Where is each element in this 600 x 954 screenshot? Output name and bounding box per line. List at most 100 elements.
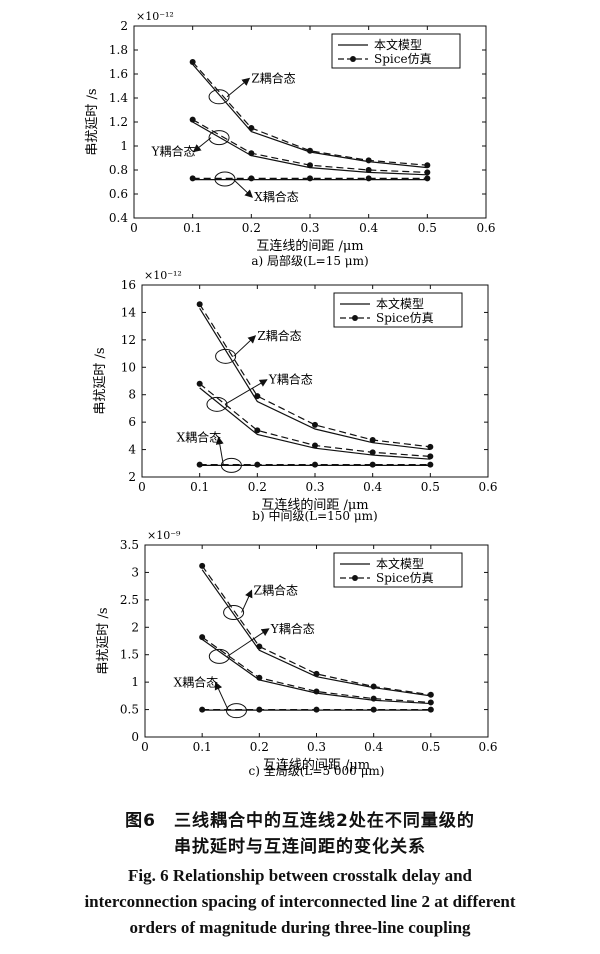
chart-3-annotation-3-label: X耦合态: [174, 675, 219, 690]
chart-2-series-1-spice-point: [196, 301, 203, 308]
chart-3-annotation-2-ellipse: [208, 648, 230, 664]
chart-1-y-tick-label: 2: [120, 19, 128, 33]
chart-1-series-3-spice-point: [365, 175, 372, 182]
chart-1-subtitle: a) 局部级(L=15 μm): [251, 253, 368, 268]
chart-1-series-2-spice-point: [424, 169, 431, 176]
chart-3-series-3-spice-point: [199, 706, 206, 713]
chart-2-annotation-3-label: X耦合态: [177, 429, 222, 444]
chart-1-annotation-2-label: Y耦合态: [151, 144, 196, 159]
chart-3-y-tick-label: 3: [131, 565, 139, 579]
chart-3-series-2-spice-point: [370, 695, 377, 702]
chart-3-y-tick-label: 0.5: [120, 703, 139, 717]
chart-1-x-tick-label: 0.5: [418, 221, 437, 235]
chart-1-annotation-3-ellipse: [214, 171, 236, 187]
chart-2-annotation-1-label: Z耦合态: [257, 328, 301, 343]
chart-2-y-tick-label: 14: [121, 305, 137, 319]
chart-2-x-tick-label: 0.2: [248, 480, 267, 494]
chart-3-series-1-spice-point: [313, 670, 320, 677]
chart-3-series-3-spice-point: [313, 706, 320, 713]
chart-3-annotation-1-arrow: [241, 589, 253, 613]
chart-1-annotation-1-ellipse: [208, 89, 230, 105]
chart-3-annotation-1-label: Z耦合态: [254, 582, 298, 597]
chart-3-x-tick-label: 0.5: [421, 740, 440, 754]
chart-1-legend-spice-label: Spice仿真: [374, 52, 432, 66]
chart-2-y-tick-label: 8: [128, 388, 136, 402]
chart-1-legend-model-label: 本文模型: [374, 37, 422, 52]
chart-1-series-2-spice-point: [307, 162, 313, 169]
chart-1-series-1-spice-point: [307, 147, 313, 154]
chart-3-legend-model-label: 本文模型: [376, 556, 424, 571]
chart-2-series-2-spice-point: [427, 453, 434, 460]
chart-3-x-tick-label: 0.4: [364, 740, 383, 754]
chart-3-series-2-spice-point: [199, 634, 206, 641]
chart-2-legend-spice-marker: [352, 315, 358, 321]
chart-3-annotation-3-arrow: [214, 681, 229, 711]
chart-1-series-3-spice-point: [248, 175, 255, 182]
chart-2-x-tick-label: 0.1: [190, 480, 209, 494]
chart-2-annotation-1-ellipse: [215, 348, 237, 364]
chart-1-series-1-spice-point: [248, 125, 255, 131]
chart-2-x-tick-label: 0.5: [421, 480, 440, 494]
chart-1-x-axis-label: 互连线的间距 /μm: [256, 238, 363, 254]
chart-3-legend-box: [333, 552, 463, 588]
chart-2-x-tick-label: 0.4: [363, 480, 382, 494]
chart-2-x-tick-label: 0.6: [478, 480, 497, 494]
chart-2-subtitle: b) 中间级(L=150 μm): [252, 508, 377, 523]
chart-3-annotation-2-label: Y耦合态: [270, 621, 315, 636]
chart-3-y-tick-label: 3.5: [120, 538, 139, 552]
chart-1-legend-box: [331, 33, 461, 69]
chart-2-x-tick-label: 0.3: [305, 480, 324, 494]
chart-2-y-tick-label: 16: [121, 278, 136, 292]
chart-3-series-3-spice-point: [256, 706, 263, 713]
chart-3-legend-spice-marker: [352, 575, 358, 581]
chart-1-y-axis-label: 串扰延时 /s: [85, 88, 100, 155]
chart-2-y-tick-label: 10: [121, 360, 136, 374]
chart-2-y-tick-label: 4: [128, 443, 136, 457]
chart-2-series-3-spice-point: [369, 461, 376, 468]
figure-charts: 0 0.1 0.2 0.3 0.4 0.5 0.6 0.4 0.6 0.8 1 1.2 1.4 1.6 1.…: [85, 10, 498, 778]
chart-2-series-1-model-line: [199, 307, 431, 451]
chart-1-series-2-spice-point: [248, 150, 255, 157]
chart-3-exponent-label: ×10⁻⁹: [147, 529, 181, 542]
chart-3-annotation-3-ellipse: [225, 703, 247, 719]
chart-2-series-3-spice-point: [312, 461, 318, 468]
chart-2-annotation-2-arrow: [224, 379, 268, 405]
chart-2-annotation-3-ellipse: [220, 457, 242, 473]
chart-3-x-axis-label: 互连线的间距 /μm: [263, 757, 370, 773]
chart-3-series-2-spice-point: [256, 674, 263, 681]
chart-3-x-tick-label: 0.3: [307, 740, 326, 754]
chart-1-y-tick-label: 1.4: [109, 91, 128, 105]
chart-3-series-1-spice-point: [199, 562, 206, 569]
chart-3-y-tick-label: 2.5: [120, 593, 139, 607]
chart-1-y-tick-label: 0.8: [109, 163, 128, 177]
chart-3-annotation-2-arrow: [227, 628, 270, 657]
caption-zh-line2: 串扰延时与互连间距的变化关系: [174, 837, 426, 857]
chart-1-y-tick-label: 1: [120, 139, 128, 153]
chart-3-legend-spice-label: Spice仿真: [376, 571, 434, 585]
chart-1-annotation-1-label: Z耦合态: [251, 70, 295, 85]
chart-2-annotation-2-ellipse: [206, 396, 228, 412]
caption-zh-line1: 图6 三线耦合中的互连线2处在不同量级的: [125, 811, 475, 831]
chart-2-series-1-spice-point: [369, 436, 376, 443]
chart-1-annotation-3-label: X耦合态: [254, 189, 299, 204]
caption-en-line3: orders of magnitude during three-line co…: [129, 918, 471, 937]
chart-2-y-tick-label: 6: [128, 415, 136, 429]
chart-3-annotation-1-ellipse: [223, 604, 245, 620]
chart-2-series-1-spice-point: [312, 421, 318, 428]
chart-2-series-3-spice-point: [427, 461, 434, 468]
chart-1-series-2-spice-point: [189, 116, 196, 123]
chart-3-y-tick-label: 2: [131, 620, 139, 634]
caption-en-line1: Fig. 6 Relationship between crosstalk de…: [128, 866, 472, 885]
chart-3-series-3-spice-point: [370, 706, 377, 713]
chart-3-series-2-spice-point: [427, 699, 434, 706]
chart-1-y-tick-label: 1.6: [109, 67, 128, 81]
chart-1-x-tick-label: 0: [130, 221, 138, 235]
chart-3-y-axis-label: 串扰延时 /s: [96, 607, 111, 674]
chart-3-x-tick-label: 0.6: [478, 740, 497, 754]
chart-1-series-1-spice-point: [424, 162, 431, 169]
chart-2-y-tick-label: 2: [128, 470, 136, 484]
caption-en-line2: interconnection spacing of interconnecte…: [84, 892, 516, 911]
chart-1-y-tick-label: 1.8: [109, 43, 128, 57]
chart-1-annotation-2-arrow: [192, 137, 212, 153]
chart-3-series-1-spice-point: [370, 683, 377, 690]
